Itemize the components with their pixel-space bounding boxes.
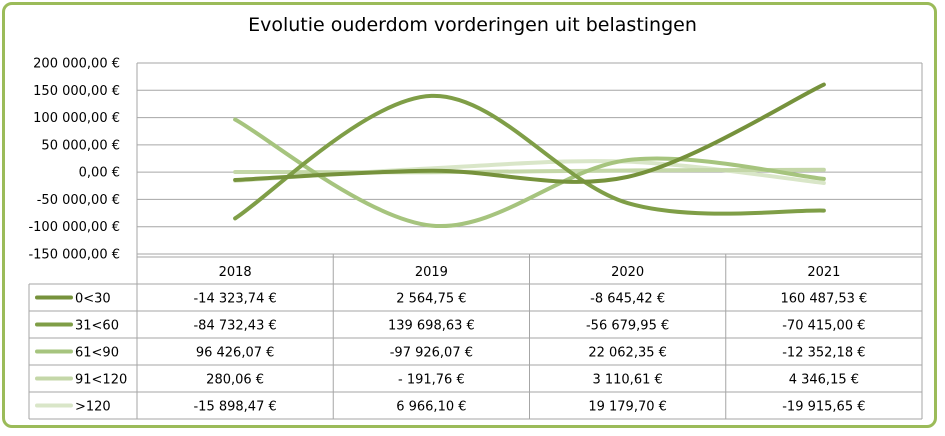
data-label: 4 346,15 € bbox=[789, 373, 859, 388]
data-label: -8 645,42 € bbox=[590, 292, 665, 307]
y-tick-label: 50 000,00 € bbox=[41, 138, 120, 153]
legend-label: 91<120 bbox=[75, 373, 127, 388]
data-label: 139 698,63 € bbox=[388, 319, 475, 334]
x-category-label: 2020 bbox=[611, 265, 644, 280]
y-tick-label: -150 000,00 € bbox=[28, 248, 120, 263]
data-label: -19 915,65 € bbox=[782, 400, 865, 415]
x-category-label: 2021 bbox=[807, 265, 840, 280]
legend-label: 61<90 bbox=[75, 346, 119, 361]
data-label: -56 679,95 € bbox=[586, 319, 669, 334]
y-tick-label: 150 000,00 € bbox=[33, 84, 120, 99]
data-label: -97 926,07 € bbox=[390, 346, 473, 361]
y-tick-label: -100 000,00 € bbox=[28, 220, 120, 235]
data-label: - 191,76 € bbox=[398, 373, 465, 388]
data-label: 22 062,35 € bbox=[588, 346, 667, 361]
y-tick-label: 100 000,00 € bbox=[33, 111, 120, 126]
y-tick-label: 0,00 € bbox=[79, 166, 120, 181]
legend-label: 31<60 bbox=[75, 319, 119, 334]
legend-label: >120 bbox=[75, 400, 111, 415]
y-tick-label: 200 000,00 € bbox=[33, 57, 120, 72]
y-tick-label: -50 000,00 € bbox=[37, 193, 120, 208]
chart-title: Evolutie ouderdom vorderingen uit belast… bbox=[248, 14, 697, 36]
data-label: 2 564,75 € bbox=[396, 292, 466, 307]
data-label: -84 732,43 € bbox=[193, 319, 276, 334]
data-label: -15 898,47 € bbox=[193, 400, 276, 415]
data-label: 3 110,61 € bbox=[592, 373, 662, 388]
series-line-4 bbox=[233, 167, 826, 175]
series-line-1 bbox=[233, 82, 826, 184]
data-label: 6 966,10 € bbox=[396, 400, 466, 415]
data-label: 19 179,70 € bbox=[588, 400, 667, 415]
data-label: 96 426,07 € bbox=[196, 346, 275, 361]
x-category-label: 2018 bbox=[219, 265, 252, 280]
data-label: -70 415,00 € bbox=[782, 319, 865, 334]
data-label: 280,06 € bbox=[206, 373, 264, 388]
legend-label: 0<30 bbox=[75, 292, 111, 307]
data-label: -14 323,74 € bbox=[193, 292, 276, 307]
data-label: -12 352,18 € bbox=[782, 346, 865, 361]
data-label: 160 487,53 € bbox=[780, 292, 867, 307]
series-line-2 bbox=[233, 93, 826, 221]
chart-frame bbox=[2, 2, 937, 428]
x-category-label: 2019 bbox=[415, 265, 448, 280]
